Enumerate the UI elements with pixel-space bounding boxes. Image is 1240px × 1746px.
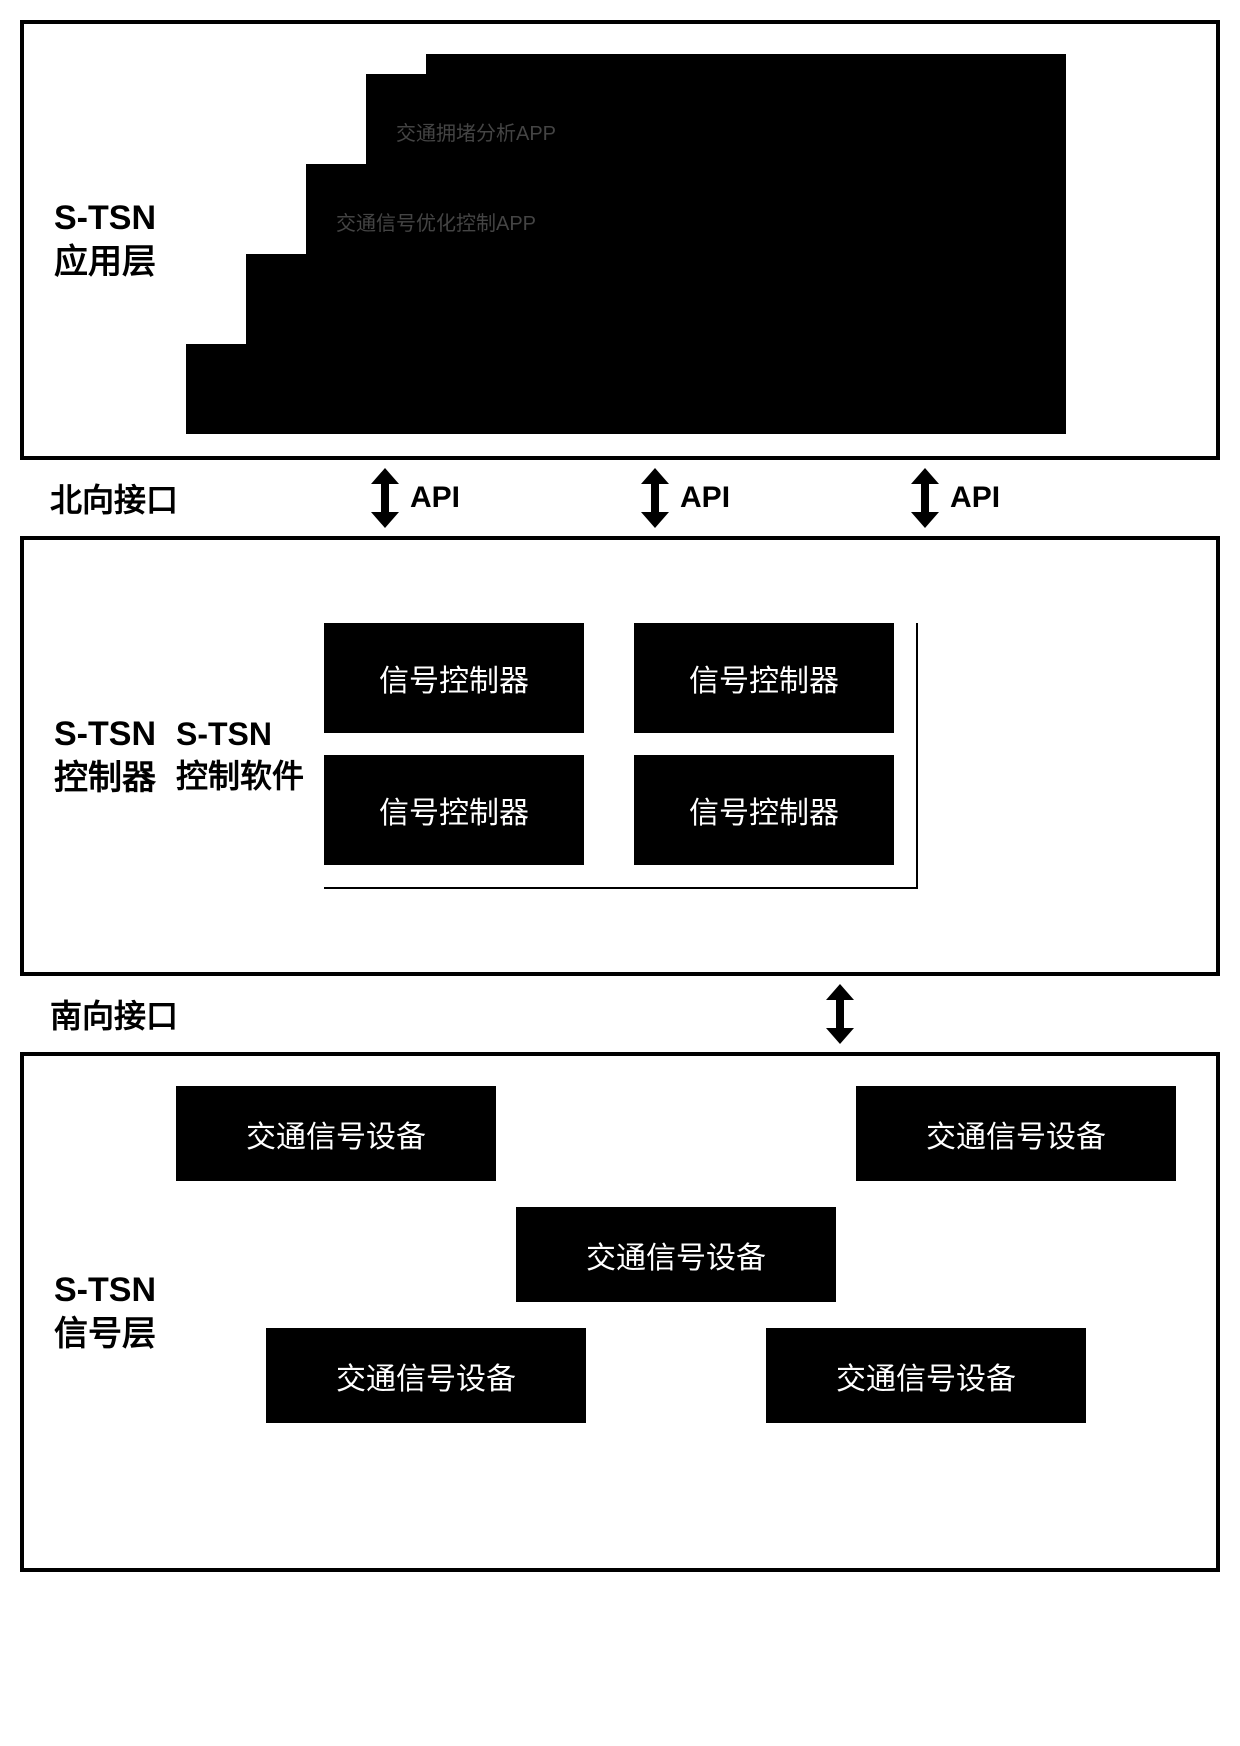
app-layer-label-l2: 应用层 bbox=[54, 243, 156, 281]
signal-controller-text: 信号控制器 bbox=[379, 656, 529, 700]
ctrl-sw-l1: S-TSN bbox=[176, 716, 272, 752]
api-item-2: API bbox=[910, 468, 1000, 528]
api-item-0: API bbox=[370, 468, 460, 528]
south-interface-row: 南向接口 bbox=[20, 984, 1220, 1044]
traffic-signal-device-text: 交通信号设备 bbox=[586, 1233, 766, 1277]
traffic-signal-device-text: 交通信号设备 bbox=[836, 1354, 1016, 1398]
stair-step-3: 交通拥堵分析APP bbox=[366, 74, 1066, 164]
stair-step-1 bbox=[246, 254, 1066, 344]
sig-layer-box: S-TSN 信号层 交通信号设备 交通信号设备 交通信号设备 交通信号设备 交通… bbox=[20, 1052, 1220, 1572]
signal-controller-box: 信号控制器 bbox=[634, 755, 894, 865]
app-layer-content: 交通信号优化控制APP 交通拥堵分析APP bbox=[176, 24, 1216, 456]
ctrl-layer-label-l2: 控制器 bbox=[54, 759, 156, 797]
sig-layer-content: 交通信号设备 交通信号设备 交通信号设备 交通信号设备 交通信号设备 bbox=[176, 1056, 1216, 1568]
ctrl-layer-label-l1: S-TSN bbox=[54, 715, 156, 753]
signal-controller-box: 信号控制器 bbox=[324, 755, 584, 865]
stair-step-2-text: 交通信号优化控制APP bbox=[336, 207, 536, 236]
ctrl-layer-label: S-TSN 控制器 bbox=[24, 712, 176, 800]
app-layer-box: S-TSN 应用层 交通信号优化控制APP 交通拥堵分析APP bbox=[20, 20, 1220, 460]
stair-step-4 bbox=[426, 54, 1066, 74]
ctrl-grid-wrap: 信号控制器 信号控制器 信号控制器 信号控制器 bbox=[324, 623, 918, 889]
ctrl-sw-l2: 控制软件 bbox=[176, 758, 304, 794]
traffic-signal-device-box: 交通信号设备 bbox=[516, 1207, 836, 1302]
traffic-signal-device-text: 交通信号设备 bbox=[246, 1112, 426, 1156]
ctrl-grid: 信号控制器 信号控制器 信号控制器 信号控制器 bbox=[324, 623, 894, 865]
signal-controller-text: 信号控制器 bbox=[689, 788, 839, 832]
app-layer-label-l1: S-TSN bbox=[54, 199, 156, 237]
north-interface-label: 北向接口 bbox=[20, 475, 260, 521]
signal-controller-box: 信号控制器 bbox=[324, 623, 584, 733]
traffic-signal-device-box: 交通信号设备 bbox=[266, 1328, 586, 1423]
traffic-signal-device-box: 交通信号设备 bbox=[856, 1086, 1176, 1181]
ctrl-software-label: S-TSN 控制软件 bbox=[176, 714, 304, 797]
sig-row-bot: 交通信号设备 交通信号设备 bbox=[176, 1328, 1176, 1423]
ctrl-layer-box: S-TSN 控制器 S-TSN 控制软件 信号控制器 信号控制器 信号控制器 信… bbox=[20, 536, 1220, 976]
south-interface-label: 南向接口 bbox=[20, 991, 260, 1037]
south-arrow-wrap bbox=[460, 984, 1220, 1044]
sig-layer-label-l2: 信号层 bbox=[54, 1315, 156, 1353]
api-text-1: API bbox=[680, 481, 730, 515]
double-arrow-icon bbox=[825, 984, 855, 1044]
sig-row-top: 交通信号设备 交通信号设备 bbox=[176, 1086, 1176, 1181]
api-group: API API API bbox=[370, 468, 1000, 528]
sig-layer-label: S-TSN 信号层 bbox=[24, 1268, 176, 1356]
ctrl-layer-content: S-TSN 控制软件 信号控制器 信号控制器 信号控制器 信号控制器 bbox=[176, 593, 1216, 919]
signal-controller-box: 信号控制器 bbox=[634, 623, 894, 733]
app-stair: 交通信号优化控制APP 交通拥堵分析APP bbox=[186, 54, 1066, 434]
api-text-0: API bbox=[410, 481, 460, 515]
sig-layer-label-l1: S-TSN bbox=[54, 1271, 156, 1309]
api-item-1: API bbox=[640, 468, 730, 528]
api-text-2: API bbox=[950, 481, 1000, 515]
app-layer-label: S-TSN 应用层 bbox=[24, 196, 176, 284]
north-interface-row: 北向接口 API API API bbox=[20, 468, 1220, 528]
double-arrow-icon bbox=[910, 468, 940, 528]
signal-controller-text: 信号控制器 bbox=[379, 788, 529, 832]
stair-step-3-text: 交通拥堵分析APP bbox=[396, 117, 556, 146]
double-arrow-icon bbox=[370, 468, 400, 528]
traffic-signal-device-box: 交通信号设备 bbox=[766, 1328, 1086, 1423]
double-arrow-icon bbox=[640, 468, 670, 528]
sig-row-mid: 交通信号设备 bbox=[176, 1207, 1176, 1302]
stair-step-0 bbox=[186, 344, 1066, 434]
stair-step-2: 交通信号优化控制APP bbox=[306, 164, 1066, 254]
traffic-signal-device-text: 交通信号设备 bbox=[336, 1354, 516, 1398]
signal-controller-text: 信号控制器 bbox=[689, 656, 839, 700]
traffic-signal-device-box: 交通信号设备 bbox=[176, 1086, 496, 1181]
traffic-signal-device-text: 交通信号设备 bbox=[926, 1112, 1106, 1156]
